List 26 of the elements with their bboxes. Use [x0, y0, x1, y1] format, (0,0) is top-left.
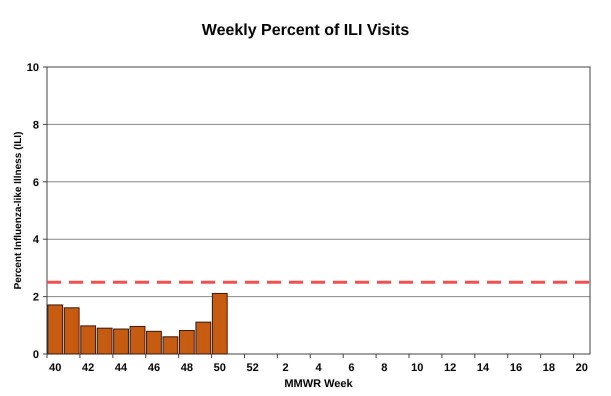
x-tick-label: 16	[510, 362, 522, 374]
x-tick-label: 50	[214, 362, 226, 374]
x-tick-label: 8	[381, 362, 388, 374]
y-tick-label: 0	[32, 349, 39, 361]
y-tick-label: 10	[26, 62, 39, 74]
y-tick-label: 2	[32, 292, 39, 304]
chart-title: Weekly Percent of ILI Visits	[202, 22, 410, 39]
x-tick-label: 40	[49, 362, 62, 374]
y-tick-label: 4	[32, 234, 40, 246]
x-tick-label: 6	[348, 362, 354, 374]
x-tick-label: 44	[114, 362, 128, 374]
x-tick-label: 48	[180, 362, 193, 374]
x-tick-label: 10	[411, 362, 424, 374]
x-tick-label: 4	[315, 362, 322, 374]
y-tick-label: 6	[32, 176, 39, 189]
x-tick-label: 46	[148, 362, 160, 374]
x-tick-label: 52	[246, 362, 259, 374]
x-tick-label: 2	[282, 362, 289, 374]
y-axis-title: Percent Influenza-like Illness (ILI)	[13, 132, 24, 290]
x-tick-label: 20	[576, 362, 588, 374]
x-tick-label: 42	[82, 362, 94, 374]
y-tick-label: 8	[32, 119, 39, 132]
x-tick-label: 18	[542, 362, 555, 374]
x-tick-label: 12	[444, 362, 456, 374]
x-tick-label: 14	[476, 362, 490, 374]
x-axis-title: MMWR Week	[284, 378, 354, 390]
